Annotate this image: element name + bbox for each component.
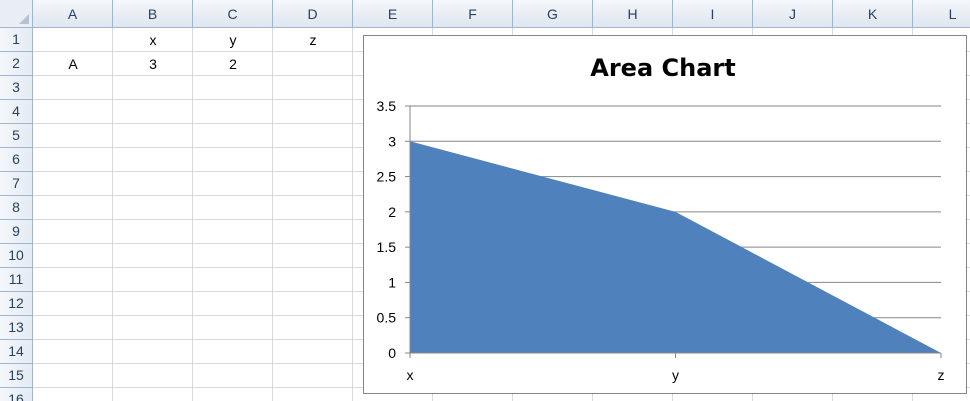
row-header-11[interactable]: 11 (0, 268, 33, 292)
column-header-b[interactable]: B (113, 0, 193, 28)
column-header-g[interactable]: G (513, 0, 593, 28)
y-tick-label: 2.5 (377, 169, 397, 185)
column-header-k[interactable]: K (833, 0, 913, 28)
column-header-a[interactable]: A (33, 0, 113, 28)
x-tick-label: y (672, 367, 679, 383)
row-header-4[interactable]: 4 (0, 100, 33, 124)
grid-vline (192, 28, 193, 401)
row-header-9[interactable]: 9 (0, 220, 33, 244)
row-header-16[interactable]: 16 (0, 388, 33, 401)
x-tick-label: z (938, 367, 945, 383)
area-chart[interactable]: Area Chart 0 0.5 1 1.5 2 2.5 3 3.5 x y z (363, 35, 967, 394)
y-tick-label: 0 (388, 345, 396, 361)
column-header-c[interactable]: C (193, 0, 273, 28)
x-tick-label: x (407, 367, 414, 383)
column-header-l[interactable]: L (913, 0, 970, 28)
row-header-2[interactable]: 2 (0, 52, 33, 76)
cell-B1[interactable]: x (149, 32, 157, 48)
column-header-e[interactable]: E (353, 0, 433, 28)
cell-A2[interactable]: A (68, 56, 78, 72)
cell-D1[interactable]: z (309, 32, 317, 48)
column-header-f[interactable]: F (433, 0, 513, 28)
column-header-h[interactable]: H (593, 0, 673, 28)
y-tick-label: 3 (388, 133, 396, 149)
grid-vline (352, 28, 353, 401)
chart-title: Area Chart (590, 54, 735, 82)
y-tick-label: 2 (388, 204, 396, 220)
cell-C1[interactable]: y (229, 32, 237, 48)
row-header-15[interactable]: 15 (0, 364, 33, 388)
select-all-triangle-icon (19, 14, 29, 24)
chart-canvas: Area Chart 0 0.5 1 1.5 2 2.5 3 3.5 x y z (377, 54, 945, 383)
grid-vline (272, 28, 273, 401)
row-header-7[interactable]: 7 (0, 172, 33, 196)
row-header-14[interactable]: 14 (0, 340, 33, 364)
row-header-12[interactable]: 12 (0, 292, 33, 316)
row-header-8[interactable]: 8 (0, 196, 33, 220)
y-tick-label: 1.5 (377, 239, 397, 255)
y-tick-label: 0.5 (377, 310, 397, 326)
row-header-1[interactable]: 1 (0, 28, 33, 52)
row-header-13[interactable]: 13 (0, 316, 33, 340)
y-tick-label: 1 (388, 274, 396, 290)
area-series-fill (410, 141, 941, 353)
select-all-corner[interactable] (0, 0, 33, 28)
cell-B2[interactable]: 3 (149, 56, 157, 72)
column-header-j[interactable]: J (753, 0, 833, 28)
y-tick-label: 3.5 (377, 98, 397, 114)
row-header-3[interactable]: 3 (0, 76, 33, 100)
cell-C2[interactable]: 2 (229, 56, 237, 72)
row-header-6[interactable]: 6 (0, 148, 33, 172)
grid-vline (112, 28, 113, 401)
row-header-10[interactable]: 10 (0, 244, 33, 268)
column-header-d[interactable]: D (273, 0, 353, 28)
column-header-i[interactable]: I (673, 0, 753, 28)
row-header-5[interactable]: 5 (0, 124, 33, 148)
